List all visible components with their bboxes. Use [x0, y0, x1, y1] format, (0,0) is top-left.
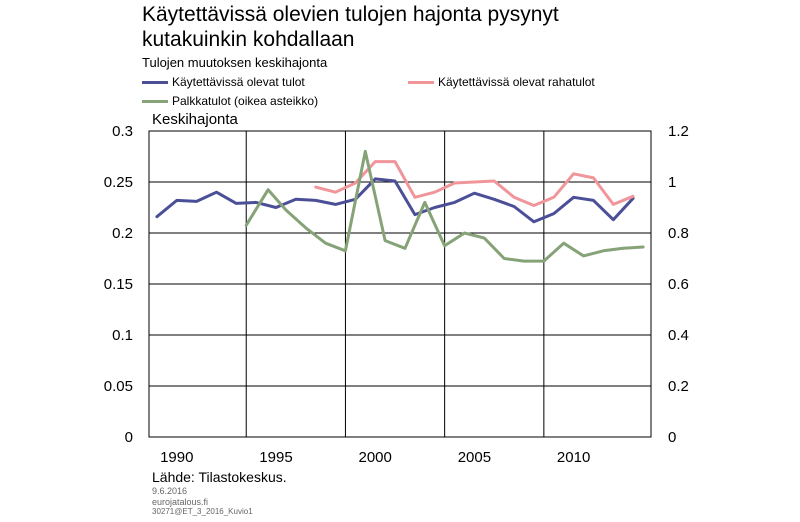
right-tick-label: 1.2: [668, 123, 689, 140]
right-tick-label: 0.6: [668, 276, 689, 293]
right-tick-label: 0: [668, 429, 676, 446]
legend-label-disposable: Käytettävissä olevat tulot: [172, 75, 305, 89]
left-tick-label: 0: [125, 429, 133, 446]
legend-label-cash: Käytettävissä olevat rahatulot: [438, 75, 595, 89]
left-tick-label: 0.25: [104, 174, 133, 191]
legend-swatch-wage: [142, 99, 168, 103]
right-tick-label: 1: [668, 174, 676, 191]
legend-swatch-disposable: [142, 80, 168, 84]
right-tick-label: 0.8: [668, 225, 689, 242]
legend-swatch-cash: [408, 80, 434, 84]
source-note: Lähde: Tilastokeskus.: [152, 469, 287, 485]
legend-item-cash: Käytettävissä olevat rahatulot: [408, 75, 595, 89]
x-tick-label: 2010: [557, 449, 590, 466]
x-tick-label: 1995: [259, 449, 292, 466]
left-tick-label: 0.05: [104, 378, 133, 395]
chart-title: Käytettävissä olevien tulojen hajonta py…: [142, 3, 559, 51]
left-tick-label: 0.3: [112, 123, 133, 140]
left-tick-label: 0.15: [104, 276, 133, 293]
left-tick-label: 0.2: [112, 225, 133, 242]
footer-site: eurojatalous.fi: [152, 497, 209, 507]
legend-item-wage: Palkkatulot (oikea asteikko): [142, 94, 318, 108]
footer-code: 30271@ET_3_2016_Kuvio1: [152, 507, 253, 516]
y-axis-title: Keskihajonta: [152, 111, 238, 128]
legend-label-wage: Palkkatulot (oikea asteikko): [172, 94, 319, 108]
footer-date: 9.6.2016: [152, 486, 188, 496]
series-line-wage: [244, 149, 645, 263]
chart-subtitle: Tulojen muutoksen keskihajonta: [142, 55, 328, 70]
series-line-disposable: [155, 177, 635, 224]
x-tick-label: 2005: [458, 449, 491, 466]
x-tick-label: 2000: [359, 449, 392, 466]
left-tick-label: 0.1: [112, 327, 133, 344]
x-tick-label: 1990: [160, 449, 193, 466]
legend-item-disposable: Käytettävissä olevat tulot: [142, 75, 305, 89]
plot-frame: [148, 130, 652, 438]
right-tick-label: 0.4: [668, 327, 689, 344]
right-tick-label: 0.2: [668, 378, 689, 395]
